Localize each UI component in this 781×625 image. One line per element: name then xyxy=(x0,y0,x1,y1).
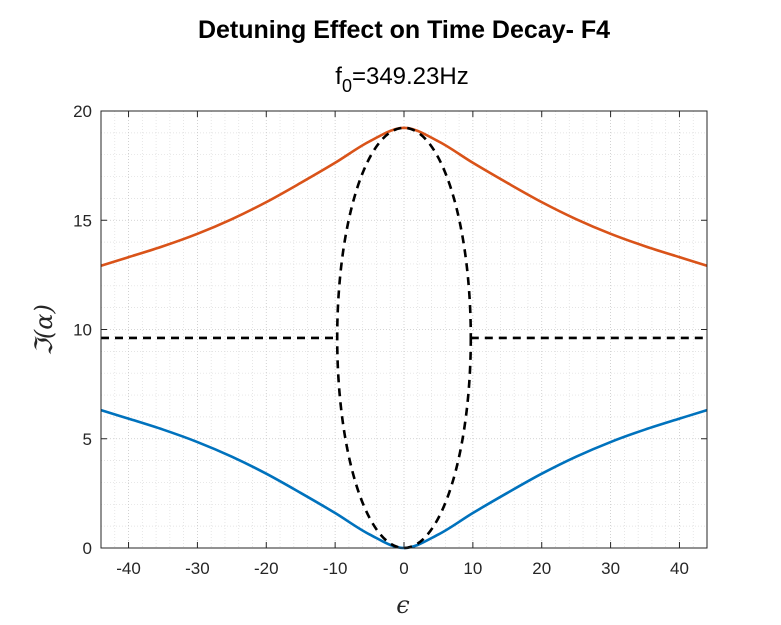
series-layer xyxy=(100,126,708,550)
x-tick-label: -10 xyxy=(323,559,348,578)
x-tick-label: 40 xyxy=(670,559,689,578)
y-tick-label: 15 xyxy=(73,211,92,230)
x-tick-label: 0 xyxy=(399,559,408,578)
x-tick-label: 30 xyxy=(601,559,620,578)
series-line-1 xyxy=(100,408,708,550)
y-tick-label: 0 xyxy=(83,539,92,558)
series-line-0 xyxy=(100,126,708,267)
y-tick-label: 10 xyxy=(73,321,92,340)
chart-title: Detuning Effect on Time Decay- F4 xyxy=(198,16,610,44)
x-axis: -40 -30 -20 -10 0 10 20 30 40 xyxy=(116,111,689,578)
y-axis-label: ℑ(α) xyxy=(30,304,58,356)
y-tick-label: 5 xyxy=(83,430,92,449)
x-tick-label: -40 xyxy=(116,559,141,578)
x-tick-label: -30 xyxy=(185,559,210,578)
series-ellipse-4 xyxy=(335,126,473,550)
x-tick-label: 20 xyxy=(532,559,551,578)
x-axis-label: ϵ xyxy=(396,591,409,619)
y-axis: 0 5 10 15 20 xyxy=(73,102,707,558)
minor-grid xyxy=(100,111,708,548)
x-tick-label: -20 xyxy=(254,559,279,578)
y-tick-label: 20 xyxy=(73,102,92,121)
chart-subtitle: f0=349.23Hz xyxy=(335,63,468,96)
x-tick-label: 10 xyxy=(463,559,482,578)
